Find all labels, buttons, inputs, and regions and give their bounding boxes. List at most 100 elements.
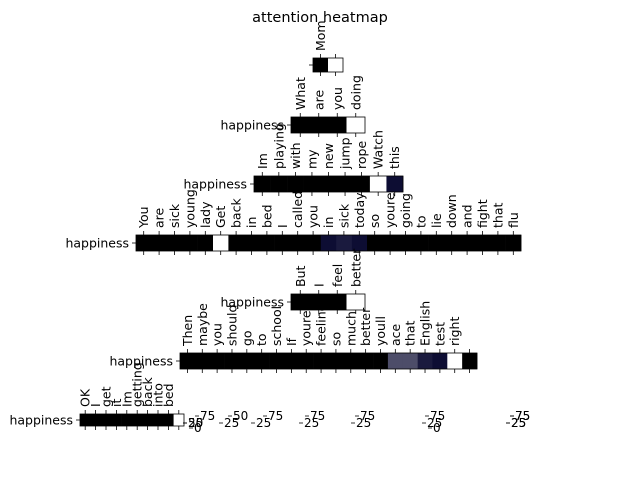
x-token-label: I (88, 403, 103, 407)
x-token-label: Mom (313, 20, 328, 51)
x-token-label: I (311, 283, 326, 287)
x-token-label: school (269, 306, 284, 346)
heatmap-cell (320, 235, 337, 251)
colorbar-tick-label: 25 (427, 416, 442, 430)
heatmap-cell (132, 414, 143, 426)
x-token-label: it (109, 399, 124, 407)
heatmap-cell (432, 353, 448, 369)
x-token-label: maybe (195, 303, 210, 346)
heatmap-cell (309, 117, 329, 133)
heatmap-cell (194, 353, 210, 369)
heatmap-cell (213, 235, 229, 251)
x-token-label: so (328, 332, 343, 346)
heatmap-cell (382, 235, 399, 251)
x-token-label: test (432, 322, 447, 346)
heatmap-cell (259, 235, 275, 251)
heatmap-cell (402, 353, 418, 369)
heatmap-cell (151, 235, 168, 251)
heatmap-cell (298, 353, 314, 369)
heatmap-cell (346, 117, 366, 133)
heatmap-cell (163, 414, 174, 426)
x-token-label: much (343, 311, 358, 346)
x-token-label: are (152, 207, 167, 228)
x-token-label: playing (271, 123, 286, 169)
heatmap-cell (100, 414, 112, 426)
heatmap-cell (444, 235, 460, 251)
heatmap-cell (136, 235, 152, 251)
x-token-label: Im (119, 391, 134, 407)
heatmap-cell (180, 353, 196, 369)
colorbar-tick-label: 25 (356, 416, 371, 430)
heatmap-cell (283, 353, 300, 369)
heatmap-cell (328, 117, 347, 133)
heatmap-row: happiness What are you doing (220, 75, 366, 137)
heatmap-cell (386, 176, 404, 192)
x-token-label: back (229, 198, 244, 228)
heatmap-cell (243, 235, 260, 251)
x-token-label: lie (429, 213, 444, 228)
heatmap-cell (303, 176, 321, 192)
colorbar-tick-label: 25 (224, 416, 239, 430)
y-tick-label: happiness (65, 236, 129, 251)
heatmap-cell (397, 235, 414, 251)
x-token-label: jump (338, 137, 353, 170)
heatmap-cell (90, 414, 102, 426)
x-token-label: bed (161, 383, 176, 407)
heatmap-cell (328, 294, 347, 310)
x-token-label: so (367, 214, 382, 228)
y-tick-label: happiness (109, 354, 173, 369)
x-token-label: today (352, 192, 367, 228)
heatmap-cell (346, 294, 366, 310)
heatmap-cell (80, 414, 91, 426)
x-token-label: ace (388, 323, 403, 346)
heatmap-cell (336, 235, 352, 251)
colorbar-tick-label: 75 (200, 409, 215, 423)
heatmap-cell (197, 235, 214, 251)
x-token-label: you (306, 205, 321, 228)
x-token-label: back (140, 377, 155, 407)
x-token-label: sick (336, 203, 351, 228)
heatmap-cell (358, 353, 374, 369)
x-token-label: lady (198, 201, 213, 228)
x-token-label: doing (348, 75, 363, 110)
x-token-label: Then (180, 315, 195, 347)
heatmap-cell (428, 235, 445, 251)
colorbar-tick-label: 50 (233, 409, 248, 423)
heatmap-cell (121, 414, 133, 426)
heatmap-cell (328, 353, 344, 369)
x-token-label: Watch (371, 130, 386, 169)
x-token-label: I (275, 224, 290, 228)
colorbar-tick-label: 25 (188, 416, 203, 430)
heatmap-cell (269, 353, 285, 369)
heatmap-cell (142, 414, 154, 426)
x-token-label: Get (213, 206, 228, 228)
x-token-label: But (293, 266, 308, 287)
x-token-label: better (358, 307, 373, 346)
heatmap-cell (369, 176, 387, 192)
heatmap-cell (290, 235, 306, 251)
x-token-label: rope (354, 141, 369, 169)
x-token-label: are (311, 89, 326, 110)
heatmap-cell (239, 353, 255, 369)
colorbar-tick-label: 25 (511, 416, 526, 430)
heatmap-cell (291, 294, 310, 310)
x-token-label: bed (259, 204, 274, 228)
heatmap-cell (313, 58, 329, 72)
x-token-label: this (387, 146, 402, 169)
x-token-label: should (224, 305, 239, 346)
heatmap-cell (274, 235, 291, 251)
heatmap-cell (320, 176, 338, 192)
